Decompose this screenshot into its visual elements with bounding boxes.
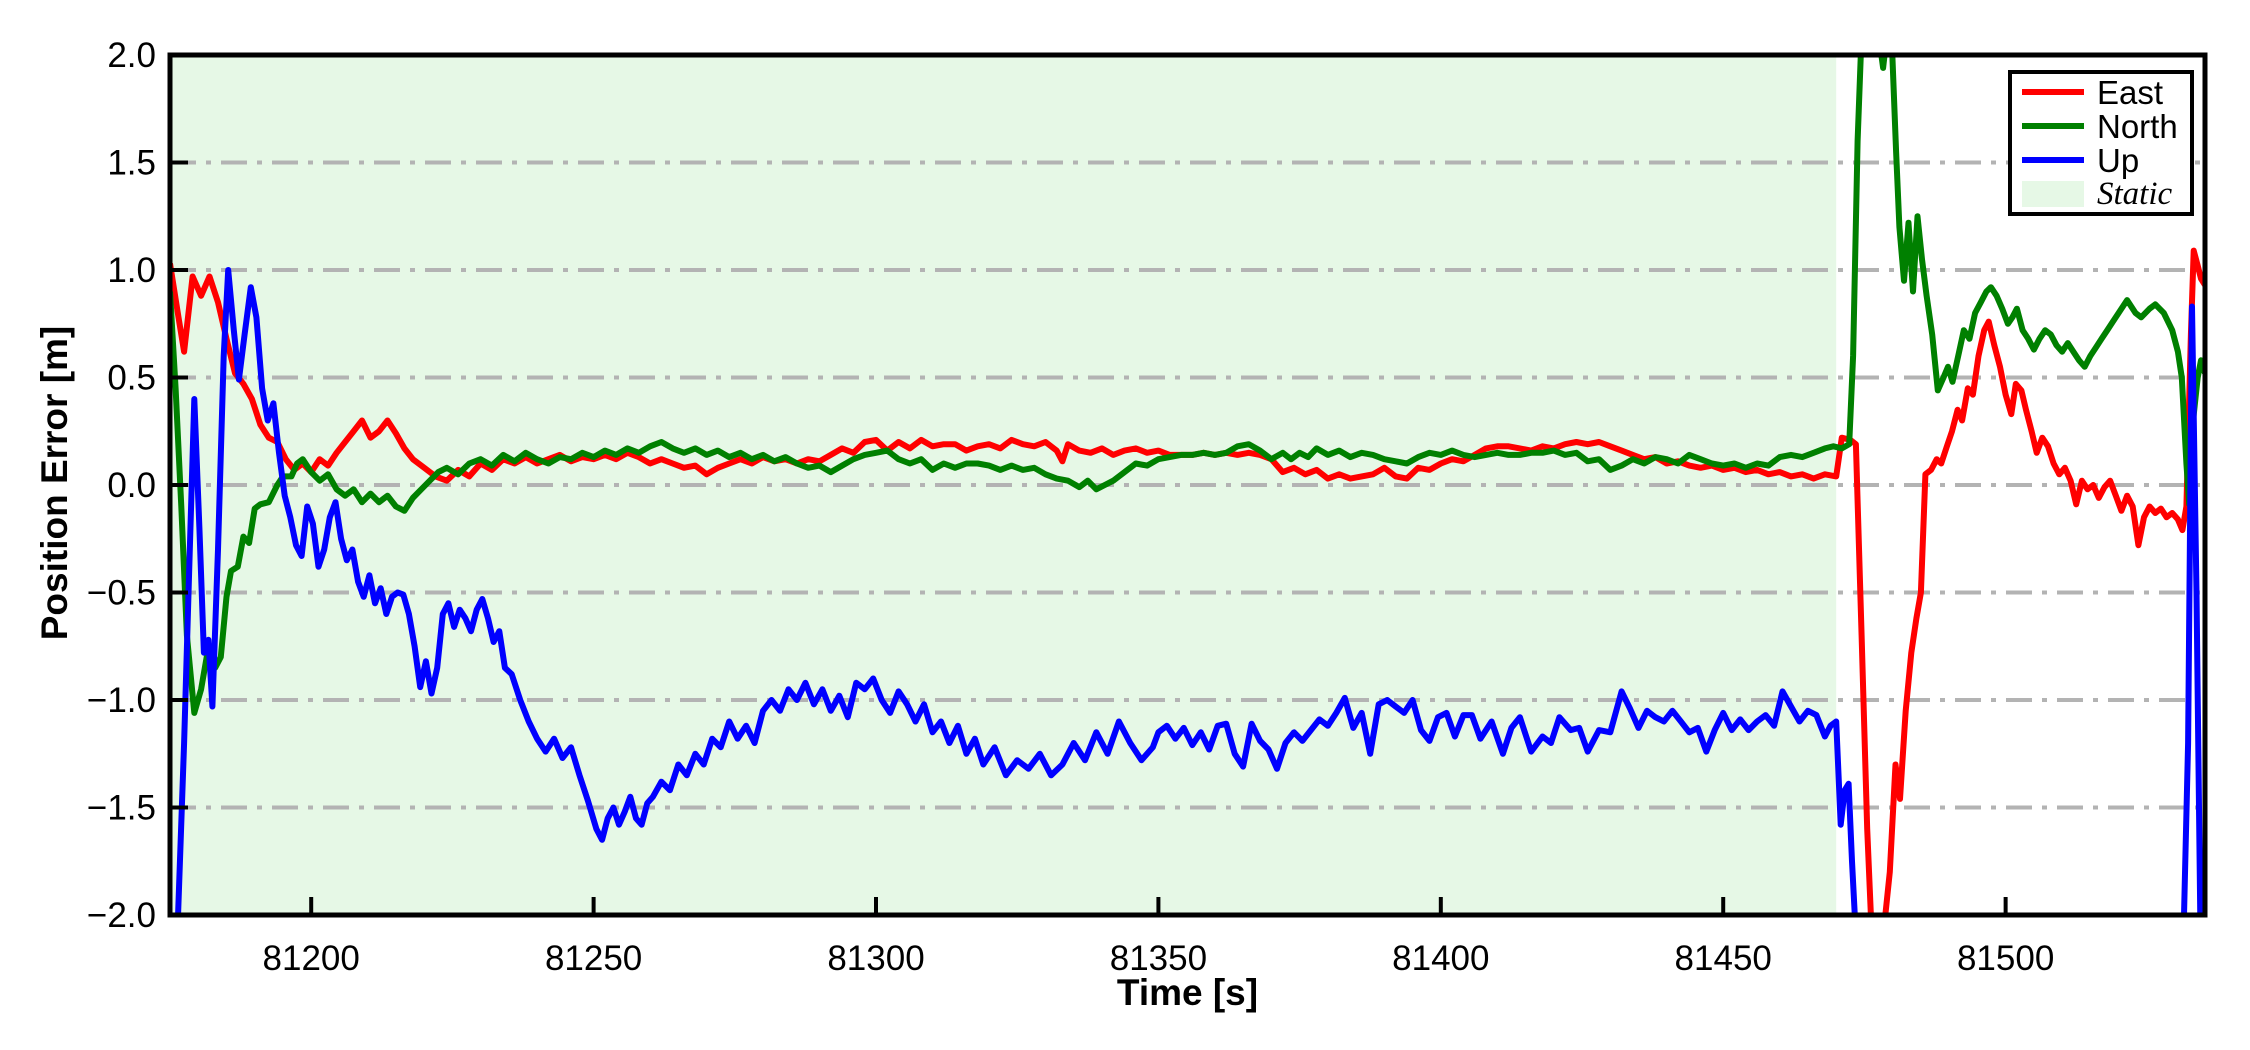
legend-label-up: Up: [2097, 141, 2140, 179]
y-axis-title: Position Error [m]: [34, 325, 75, 641]
y-tick-label: 1.5: [107, 144, 156, 183]
legend-label-east: East: [2097, 73, 2164, 111]
x-tick-label: 81300: [827, 939, 924, 978]
legend-entry-east: East: [2022, 75, 2190, 109]
y-tick-label: 1.0: [107, 251, 156, 290]
x-tick-label: 81500: [1957, 939, 2054, 978]
y-tick-label: −2.0: [87, 896, 156, 935]
x-tick-label: 81400: [1392, 939, 1489, 978]
north-line-swatch: [2022, 123, 2084, 129]
y-tick-label: 0.5: [107, 359, 156, 398]
y-tick-label: −1.0: [87, 681, 156, 720]
y-tick-label: 2.0: [107, 36, 156, 75]
y-tick-label: −0.5: [87, 574, 156, 613]
legend-entry-up: Up: [2022, 143, 2190, 177]
x-tick-label: 81200: [263, 939, 360, 978]
x-tick-label: 81250: [545, 939, 642, 978]
legend-entry-static: Static: [2022, 177, 2190, 211]
series-east: [170, 247, 2205, 915]
legend: East North Up Static: [2008, 70, 2194, 216]
up-line-swatch: [2022, 157, 2084, 163]
legend-label-static: Static: [2097, 175, 2173, 212]
y-tick-label: 0.0: [107, 466, 156, 505]
series-north: [170, 55, 2205, 716]
series-up: [175, 267, 2204, 915]
legend-entry-north: North: [2022, 109, 2190, 143]
static-patch-swatch: [2022, 181, 2084, 207]
legend-label-north: North: [2097, 107, 2178, 145]
y-tick-label: −1.5: [87, 789, 156, 828]
x-tick-label: 81350: [1110, 939, 1207, 978]
x-axis-title: Time [s]: [1116, 972, 1259, 1013]
east-line-swatch: [2022, 89, 2084, 95]
x-tick-label: 81450: [1675, 939, 1772, 978]
